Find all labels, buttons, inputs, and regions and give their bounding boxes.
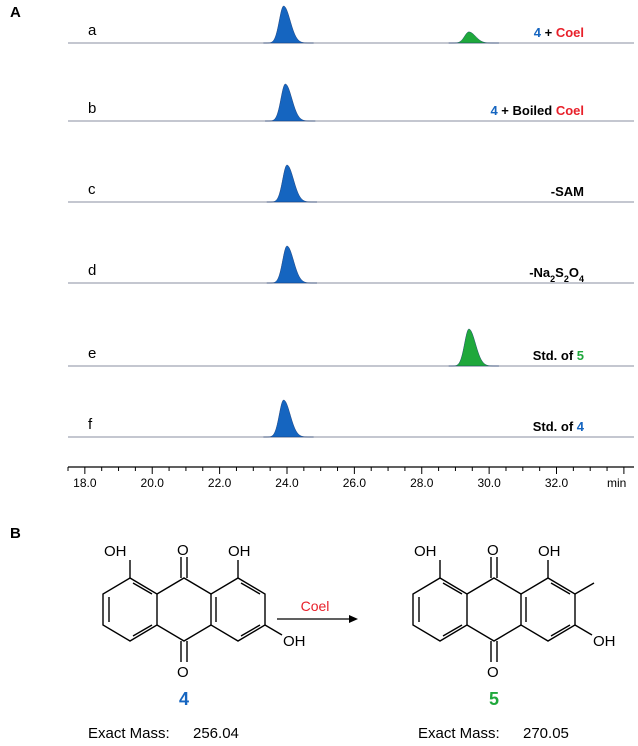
trace-f: f Std. of 4 <box>68 399 634 438</box>
peak <box>448 328 499 367</box>
compound-5-ketone-o-top: O <box>487 542 499 559</box>
compound-4-oh-1: OH <box>104 543 127 560</box>
trace-condition-label: -SAM <box>551 184 584 199</box>
compound-5-oh-3: OH <box>593 633 616 650</box>
compound-5-ketone-o-bottom: O <box>487 664 499 681</box>
peak <box>448 31 499 44</box>
x-tick-label: 24.0 <box>275 476 299 490</box>
reaction-arrow <box>277 615 358 623</box>
compound-4-mass-value: 256.04 <box>193 725 239 742</box>
compound-5-mass-label: Exact Mass: <box>418 725 500 742</box>
x-tick-label: 22.0 <box>208 476 232 490</box>
reagent-label: Coel <box>301 598 330 614</box>
compound-4-ketone-o-bottom: O <box>177 664 189 681</box>
peak <box>265 83 316 122</box>
compound-4-mass-label: Exact Mass: <box>88 725 170 742</box>
x-tick-label: 20.0 <box>141 476 165 490</box>
x-tick-label: 28.0 <box>410 476 434 490</box>
x-tick-label: 18.0 <box>73 476 97 490</box>
compound-4-ketone-o-top: O <box>177 542 189 559</box>
peak <box>266 245 317 284</box>
chromatogram-stack: a 4 + Coel b 4 + Boiled Coel c -SAM d -Na2S2O4 e… <box>68 5 634 438</box>
compound-5-mass-value: 270.05 <box>523 725 569 742</box>
trace-d: d -Na2S2O4 <box>68 245 634 284</box>
compound-5-structure <box>412 557 595 662</box>
trace-row-label: c <box>88 181 96 198</box>
peak <box>266 164 317 203</box>
compound-4-oh-2: OH <box>228 543 251 560</box>
compound-5-number: 5 <box>489 689 499 709</box>
trace-a: a 4 + Coel <box>68 5 634 44</box>
trace-row-label: d <box>88 262 96 279</box>
compound-4-number: 4 <box>179 689 189 709</box>
trace-b: b 4 + Boiled Coel <box>68 83 634 122</box>
x-tick-label: 26.0 <box>343 476 367 490</box>
compound-5-oh-1: OH <box>414 543 437 560</box>
x-axis: 18.0 20.0 22.0 24.0 26.0 28.0 30.0 32.0 <box>67 466 634 490</box>
x-axis-unit: min <box>607 476 626 490</box>
compound-4-oh-3: OH <box>283 633 306 650</box>
trace-condition-label: 4 + Boiled Coel <box>490 103 584 118</box>
trace-condition-label: -Na2S2O4 <box>529 265 584 284</box>
panel-a-label: A <box>10 4 21 21</box>
trace-condition-label: Std. of 4 <box>533 419 585 434</box>
trace-e: e Std. of 5 <box>68 328 634 367</box>
trace-row-label: a <box>88 22 97 39</box>
trace-row-label: b <box>88 100 96 117</box>
trace-c: c -SAM <box>68 164 634 203</box>
trace-condition-label: 4 + Coel <box>534 25 584 40</box>
x-tick-label: 30.0 <box>477 476 501 490</box>
compound-5-oh-2: OH <box>538 543 561 560</box>
compound-4-structure <box>102 557 283 662</box>
trace-row-label: e <box>88 345 96 362</box>
panel-b-label: B <box>10 525 21 542</box>
peak <box>263 399 314 438</box>
x-tick-label: 32.0 <box>545 476 569 490</box>
peak <box>263 5 314 44</box>
trace-condition-label: Std. of 5 <box>533 348 584 363</box>
trace-row-label: f <box>88 416 93 433</box>
